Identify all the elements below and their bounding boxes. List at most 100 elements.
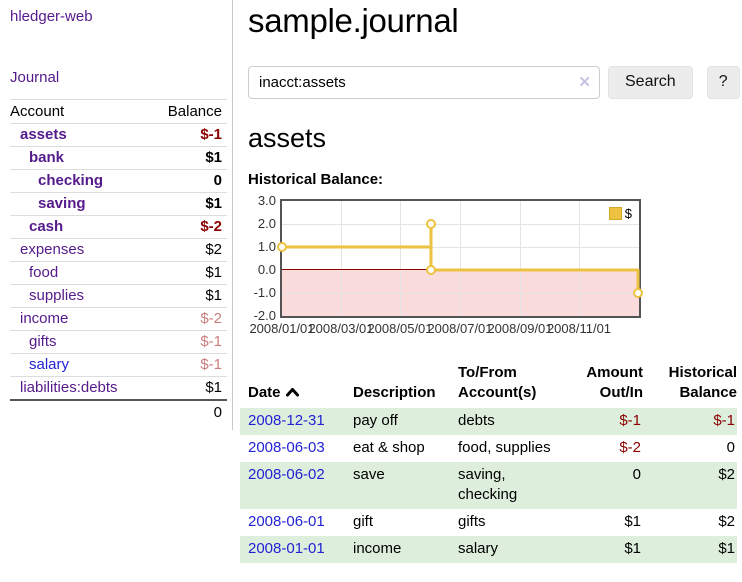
account-balance-table: Account Balance assets $-1 bank $1 check… xyxy=(10,99,227,424)
account-link-saving[interactable]: saving xyxy=(38,195,86,212)
balance-column-header: Balance xyxy=(149,99,227,124)
account-balance: $1 xyxy=(149,261,227,285)
transaction-accounts: debts xyxy=(458,412,495,430)
transaction-date-link[interactable]: 2008-12-31 xyxy=(248,412,325,430)
account-column-header: Account xyxy=(10,99,150,124)
transaction-row[interactable]: 2008-12-31 pay off debts $-1 $-1 xyxy=(240,408,737,436)
account-row: liabilities:debts $1 xyxy=(10,376,227,401)
account-link-cash[interactable]: cash xyxy=(29,218,64,235)
main-content: sample.journal ✕ Search ? assets Histori… xyxy=(233,0,742,564)
historical-balance-chart: 3.0 2.0 1.0 0.0 -1.0 -2.0 xyxy=(248,193,648,337)
transaction-description: pay off xyxy=(353,412,398,430)
account-row: salary $-1 xyxy=(10,353,227,377)
account-row: expenses $2 xyxy=(10,238,227,262)
clear-search-icon[interactable]: ✕ xyxy=(578,73,591,91)
x-tick-label: 2008/03/01 xyxy=(308,321,374,337)
transaction-amount: 0 xyxy=(632,466,641,484)
x-tick-label: 2008/05/01 xyxy=(367,321,433,337)
transaction-date-link[interactable]: 2008-01-01 xyxy=(248,540,325,558)
y-tick-label: -1.0 xyxy=(253,285,276,301)
search-form: ✕ Search ? xyxy=(248,65,742,99)
account-balance: $1 xyxy=(149,192,227,216)
sort-ascending-icon xyxy=(285,388,299,397)
transaction-accounts: salary xyxy=(458,540,499,558)
x-tick-label: 2008/11/01 xyxy=(546,321,612,337)
chart-legend: $ xyxy=(606,205,634,223)
transaction-amount: $1 xyxy=(624,540,641,558)
account-link-food[interactable]: food xyxy=(29,264,59,281)
transaction-accounts: saving, checking xyxy=(458,466,518,504)
sidebar-item-journal[interactable]: Journal xyxy=(10,69,60,86)
transaction-amount: $-2 xyxy=(619,439,641,457)
account-balance: $-2 xyxy=(149,215,227,239)
x-tick-label: 2008/09/01 xyxy=(487,321,553,337)
y-tick-label: 0.0 xyxy=(257,262,276,278)
account-link-supplies[interactable]: supplies xyxy=(29,287,85,304)
account-balance: $-1 xyxy=(149,123,227,147)
historical-column-header: Historical Balance xyxy=(668,364,737,402)
help-button[interactable]: ? xyxy=(706,65,740,99)
transaction-amount: $-1 xyxy=(619,412,641,430)
search-button[interactable]: Search xyxy=(608,65,693,99)
page: hledger-web Journal Account Balance asse… xyxy=(10,0,742,564)
transaction-date-link[interactable]: 2008-06-01 xyxy=(248,513,325,531)
account-row: assets $-1 xyxy=(10,123,227,147)
account-link-expenses[interactable]: expenses xyxy=(20,241,85,258)
transaction-date-link[interactable]: 2008-06-02 xyxy=(248,466,325,484)
account-link-income[interactable]: income xyxy=(20,310,69,327)
transaction-row[interactable]: 2008-01-01 income salary $1 $1 xyxy=(240,536,737,564)
transaction-historical: $-1 xyxy=(713,412,735,430)
x-tick-label: 2008/01/01 xyxy=(249,321,315,337)
transaction-row[interactable]: 2008-06-01 gift gifts $1 $2 xyxy=(240,509,737,536)
transaction-row[interactable]: 2008-06-02 save saving, checking 0 $2 xyxy=(240,462,737,510)
date-column-header[interactable]: Date xyxy=(240,361,345,408)
account-row: checking 0 xyxy=(10,169,227,193)
transaction-description: income xyxy=(353,540,402,558)
account-balance: $1 xyxy=(149,146,227,170)
y-tick-label: 2.0 xyxy=(257,216,276,232)
transaction-accounts: food, supplies xyxy=(458,439,551,457)
app-title-link[interactable]: hledger-web xyxy=(10,8,93,25)
account-row: supplies $1 xyxy=(10,284,227,308)
transaction-date-link[interactable]: 2008-06-03 xyxy=(248,439,325,457)
transaction-historical: $2 xyxy=(718,513,735,531)
plot-grid xyxy=(282,201,639,317)
transactions-table: Date Description To/From Account(s) Amou… xyxy=(240,361,737,564)
transactions-header-row: Date Description To/From Account(s) Amou… xyxy=(240,361,737,408)
account-link-assets[interactable]: assets xyxy=(20,126,67,143)
transaction-row[interactable]: 2008-06-03 eat & shop food, supplies $-2… xyxy=(240,435,737,462)
account-balance: $2 xyxy=(149,238,227,262)
account-link-liabilities-debts[interactable]: liabilities:debts xyxy=(20,379,118,396)
account-balance: $-1 xyxy=(149,353,227,377)
y-tick-label: 1.0 xyxy=(257,239,276,255)
account-balance: $1 xyxy=(149,376,227,401)
account-link-gifts[interactable]: gifts xyxy=(29,333,57,350)
x-tick-label: 2008/07/01 xyxy=(427,321,493,337)
series-swatch-icon xyxy=(608,207,622,221)
transaction-historical: $1 xyxy=(718,540,735,558)
total-balance: 0 xyxy=(149,399,227,424)
transaction-description: save xyxy=(353,466,385,484)
account-link-bank[interactable]: bank xyxy=(29,149,65,166)
transaction-description: eat & shop xyxy=(353,439,425,457)
account-link-checking[interactable]: checking xyxy=(38,172,104,189)
y-tick-label: -2.0 xyxy=(253,308,276,324)
account-balance: $-1 xyxy=(149,330,227,354)
account-row: saving $1 xyxy=(10,192,227,216)
account-row: bank $1 xyxy=(10,146,227,170)
chart-title: Historical Balance: xyxy=(248,171,384,189)
account-row: cash $-2 xyxy=(10,215,227,239)
account-row: food $1 xyxy=(10,261,227,285)
account-balance: $-2 xyxy=(149,307,227,331)
account-link-salary[interactable]: salary xyxy=(29,356,70,373)
search-input-wrap: ✕ xyxy=(248,65,600,99)
account-balance: 0 xyxy=(149,169,227,193)
search-input[interactable] xyxy=(248,65,600,99)
account-row: gifts $-1 xyxy=(10,330,227,354)
transaction-historical: 0 xyxy=(726,439,735,457)
amount-column-header: Amount Out/In xyxy=(586,364,643,402)
plot-area: $ xyxy=(277,199,643,319)
transaction-description: gift xyxy=(353,513,374,531)
transaction-accounts: gifts xyxy=(458,513,486,531)
balance-series-line xyxy=(277,219,643,299)
